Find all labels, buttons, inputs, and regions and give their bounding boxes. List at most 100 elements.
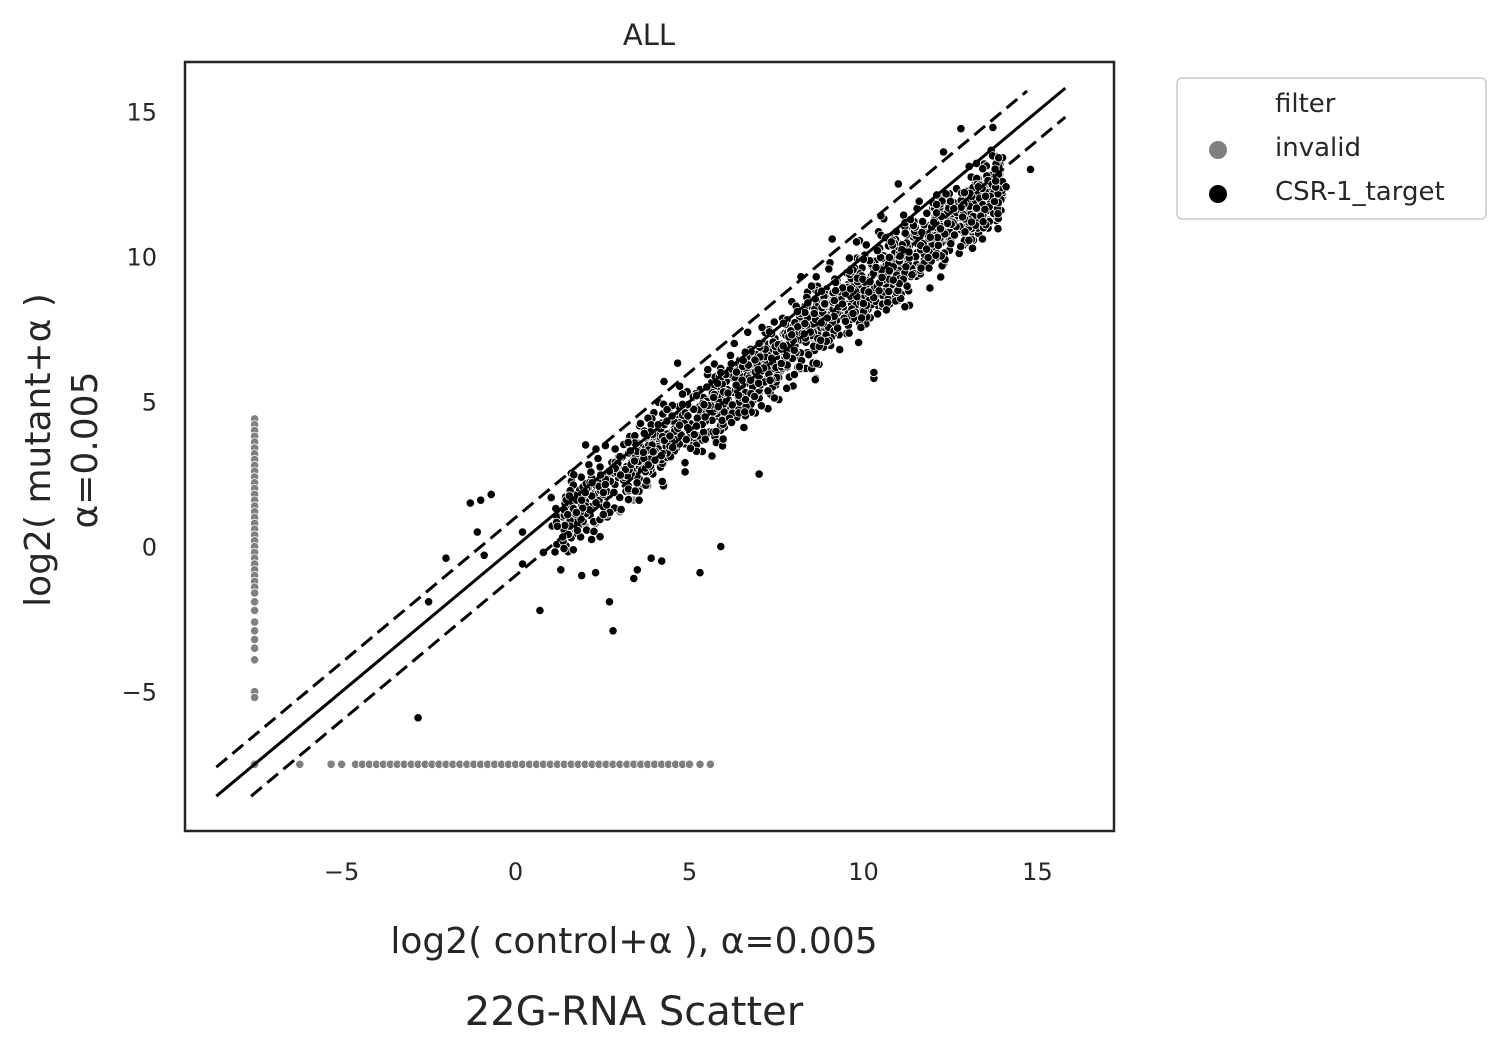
data-point-csr1-target [750,355,760,365]
data-point-csr1-target [623,494,634,505]
data-point-csr1-target [602,500,612,510]
data-point-invalid [705,759,716,769]
data-point-csr1-target [835,344,845,355]
data-point-csr1-target [781,351,792,361]
data-point-csr1-target [552,521,562,531]
data-point-csr1-target [699,400,709,410]
data-point-csr1-target [634,495,644,505]
data-point-csr1-target [936,272,946,282]
data-point-csr1-target [871,262,881,272]
data-point-csr1-target [517,559,528,569]
data-point-invalid [250,605,260,616]
data-point-csr1-target [580,440,591,450]
data-point-csr1-target [884,266,894,276]
data-point-csr1-target [966,217,977,227]
data-point-csr1-target [993,224,1003,234]
y-axis-label-line-1: log2( mutant+α ) [18,293,59,607]
y-axis-ticks: −5 0 5 10 15 [122,98,157,706]
data-point-csr1-target [946,239,956,249]
data-point-csr1-target [810,375,820,385]
data-point-csr1-target [869,367,879,378]
data-point-invalid [250,634,260,645]
data-point-csr1-target [707,451,717,461]
data-point-csr1-target [659,376,669,387]
x-tick-label: 0 [508,858,523,886]
data-point-csr1-target [782,383,792,393]
data-point-csr1-target [689,429,699,440]
data-point-csr1-target [886,237,896,247]
data-point-invalid [250,597,260,607]
data-point-csr1-target [695,568,705,578]
data-point-csr1-target [945,196,956,206]
data-point-csr1-target [725,350,736,360]
data-point-invalid [250,626,260,636]
data-point-csr1-target [990,164,1000,174]
data-point-csr1-target [589,526,599,537]
legend-marker-invalid [1209,141,1227,159]
data-point-csr1-target [931,250,941,260]
data-point-csr1-target [789,369,800,380]
data-point-csr1-target [848,308,858,318]
data-point-csr1-target [901,262,911,272]
data-point-csr1-target [646,553,656,563]
data-point-csr1-target [844,328,854,338]
data-point-csr1-target [800,318,810,329]
y-tick-label: −5 [122,679,157,707]
data-point-csr1-target [632,478,642,488]
y-tick-label: 0 [142,534,157,562]
data-point-csr1-target [991,176,1001,186]
data-point-csr1-target [809,308,819,319]
data-point-csr1-target [569,470,579,480]
data-point-csr1-target [778,341,788,351]
data-point-csr1-target [931,200,942,210]
data-point-csr1-target [893,179,903,189]
data-point-csr1-target [571,507,582,518]
data-point-csr1-target [794,362,805,372]
plot-title: ALL [623,18,675,52]
data-point-invalid [250,643,260,653]
data-point-csr1-target [1025,164,1036,174]
data-point-csr1-target [971,203,982,213]
data-point-csr1-target [665,431,675,441]
legend-title: filter [1275,89,1336,119]
data-point-csr1-target [595,462,605,472]
data-point-csr1-target [840,316,851,326]
data-point-csr1-target [740,394,751,405]
data-point-csr1-target [922,208,932,218]
data-point-csr1-target [615,470,626,480]
data-point-csr1-target [884,252,895,262]
data-point-invalid [295,759,305,769]
data-point-csr1-target [703,364,713,375]
data-point-csr1-target [921,244,932,254]
data-point-csr1-target [820,299,830,309]
data-point-csr1-target [681,434,691,445]
y-tick-label: 10 [126,243,157,271]
fold-change-line [215,89,1028,769]
data-point-csr1-target [757,322,767,332]
data-point-csr1-target [616,504,626,515]
data-point-csr1-target [925,283,935,293]
data-point-csr1-target [593,453,603,464]
data-point-csr1-target [756,401,767,411]
x-axis-ticks: −5 0 5 10 15 [324,858,1053,886]
data-point-csr1-target [864,287,874,297]
x-tick-label: 15 [1022,858,1053,886]
data-point-csr1-target [743,327,753,337]
data-point-csr1-target [877,272,887,282]
data-point-csr1-target [978,164,988,174]
data-point-csr1-target [754,469,764,479]
data-point-csr1-target [726,417,737,427]
data-point-csr1-target [884,286,894,297]
data-point-csr1-target [853,337,864,348]
data-point-csr1-target [635,418,646,429]
data-point-csr1-target [572,525,583,536]
data-point-csr1-target [638,447,649,457]
data-point-csr1-target [727,400,737,410]
data-point-csr1-target [598,509,608,520]
data-point-csr1-target [916,263,926,273]
data-point-csr1-target [872,309,883,319]
x-axis-label: log2( control+α ), α=0.005 [390,921,877,962]
data-point-csr1-target [595,532,605,542]
data-point-csr1-target [685,443,696,453]
data-point-csr1-target [749,391,760,402]
